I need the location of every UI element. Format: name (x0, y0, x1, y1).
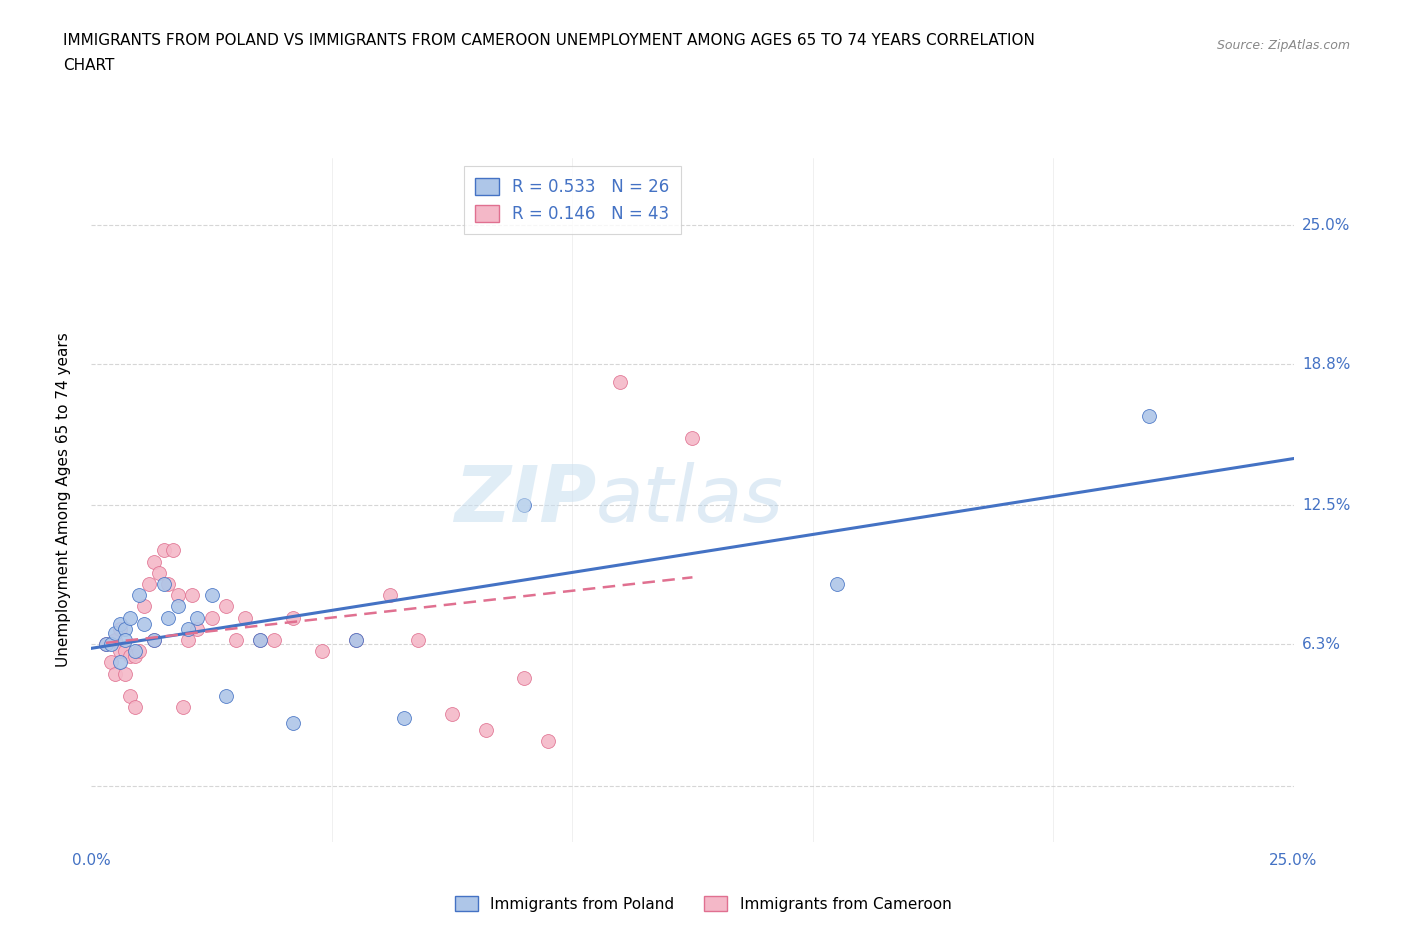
Legend: Immigrants from Poland, Immigrants from Cameroon: Immigrants from Poland, Immigrants from … (449, 889, 957, 918)
Point (118, 610, 141, 625)
Point (201, 610, 224, 625)
Text: 12.5%: 12.5% (1302, 498, 1350, 513)
Point (233, 610, 256, 625)
Point (152, 577, 174, 591)
Text: IMMIGRANTS FROM POLAND VS IMMIGRANTS FROM CAMEROON UNEMPLOYMENT AMONG AGES 65 TO: IMMIGRANTS FROM POLAND VS IMMIGRANTS FRO… (63, 33, 1035, 47)
Point (104, 632, 127, 647)
Point (138, 577, 160, 591)
Point (110, 617, 132, 631)
Text: 25.0%: 25.0% (1302, 218, 1350, 232)
Point (157, 577, 180, 591)
Point (609, 375, 631, 390)
Point (176, 621, 198, 636)
Point (134, 617, 156, 631)
Point (157, 610, 180, 625)
Point (172, 699, 194, 714)
Point (408, 632, 430, 647)
Point (825, 577, 848, 591)
Point (100, 637, 122, 652)
Point (118, 688, 141, 703)
Point (114, 632, 136, 647)
Point (134, 599, 156, 614)
Point (249, 632, 271, 647)
Point (124, 644, 146, 658)
Point (225, 632, 247, 647)
Point (201, 588, 224, 603)
Text: 18.8%: 18.8% (1302, 357, 1350, 372)
Point (283, 715, 305, 730)
Point (215, 688, 238, 703)
Point (378, 588, 401, 603)
Point (263, 632, 285, 647)
Point (181, 588, 204, 603)
Point (186, 610, 208, 625)
Point (1137, 408, 1160, 423)
Point (94, 637, 117, 652)
Point (128, 588, 150, 603)
Point (344, 632, 367, 647)
Point (110, 621, 132, 636)
Point (128, 644, 150, 658)
Text: ZIP: ZIP (454, 462, 596, 538)
Point (142, 632, 165, 647)
Text: atlas: atlas (596, 462, 785, 538)
Point (148, 565, 170, 580)
Point (124, 699, 146, 714)
Legend: R = 0.533   N = 26, R = 0.146   N = 43: R = 0.533 N = 26, R = 0.146 N = 43 (464, 166, 681, 234)
Point (513, 671, 536, 685)
Point (100, 655, 122, 670)
Point (283, 610, 305, 625)
Point (474, 723, 496, 737)
Point (104, 666, 127, 681)
Point (249, 632, 271, 647)
Point (537, 734, 560, 749)
Point (215, 599, 238, 614)
Point (142, 632, 165, 647)
Point (162, 543, 184, 558)
Point (392, 711, 415, 725)
Point (142, 554, 165, 569)
Point (118, 648, 141, 663)
Point (114, 666, 136, 681)
Text: Source: ZipAtlas.com: Source: ZipAtlas.com (1216, 39, 1350, 52)
Y-axis label: Unemployment Among Ages 65 to 74 years: Unemployment Among Ages 65 to 74 years (56, 333, 70, 667)
Text: CHART: CHART (63, 58, 115, 73)
Point (94, 637, 117, 652)
Point (152, 543, 174, 558)
Point (124, 648, 146, 663)
Point (513, 498, 536, 513)
Point (681, 431, 703, 445)
Point (440, 707, 463, 722)
Point (110, 644, 132, 658)
Point (344, 632, 367, 647)
Text: 6.3%: 6.3% (1302, 637, 1341, 652)
Point (176, 632, 198, 647)
Point (114, 621, 136, 636)
Point (104, 626, 127, 641)
Point (110, 655, 132, 670)
Point (167, 588, 190, 603)
Point (311, 644, 333, 658)
Point (186, 621, 208, 636)
Point (167, 599, 190, 614)
Point (114, 644, 136, 658)
